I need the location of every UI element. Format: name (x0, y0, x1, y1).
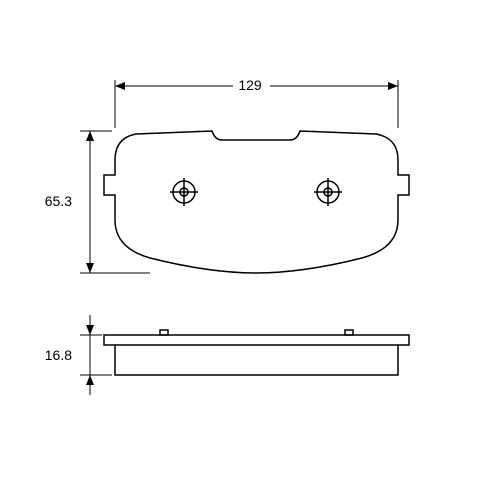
dimension-width: 129 (115, 77, 398, 128)
dim-thickness-label: 16.8 (45, 347, 72, 363)
side-view (104, 330, 409, 375)
dim-width-label: 129 (238, 77, 262, 93)
drawing-canvas: 129 65.3 16.8 (0, 0, 500, 500)
dim-height-label: 65.3 (45, 193, 72, 209)
pad-outline-front (104, 131, 409, 273)
mounting-hole-left (170, 178, 198, 206)
dimension-thickness: 16.8 (45, 315, 112, 395)
mounting-hole-right (314, 178, 342, 206)
pad-outline-side (104, 335, 409, 375)
front-view (104, 131, 409, 273)
